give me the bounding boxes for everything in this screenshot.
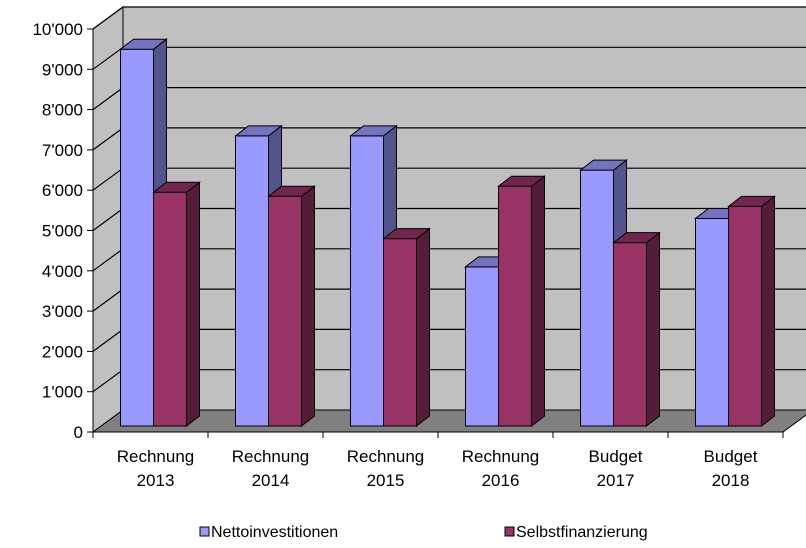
y-tick-label: 10'000 <box>32 20 83 39</box>
y-tick-label: 3'000 <box>42 302 83 321</box>
bar-top <box>152 181 201 193</box>
bar-selbstfinanzierung <box>152 181 201 428</box>
bar-front <box>695 217 729 427</box>
x-category-label: Rechnung 2013 <box>117 447 195 490</box>
bar-front <box>350 135 384 427</box>
x-category-label: Rechnung 2015 <box>347 447 425 490</box>
bar-front <box>728 205 762 427</box>
gridline <box>92 6 806 30</box>
bar-side <box>761 195 775 428</box>
y-tick-label: 5'000 <box>42 222 83 241</box>
y-tick-label: 6'000 <box>42 181 83 200</box>
bar-front <box>498 185 532 427</box>
bar-top <box>119 38 168 50</box>
bar-selbstfinanzierung <box>612 231 661 428</box>
legend: Nettoinvestitionen Selbstfinanzierung <box>199 524 648 541</box>
axes <box>87 28 784 438</box>
legend-swatch <box>504 526 515 537</box>
bar-front <box>235 135 269 427</box>
bar-selbstfinanzierung <box>382 227 431 428</box>
bar-top <box>727 195 776 207</box>
bar-front <box>120 48 154 427</box>
x-category-label: Rechnung 2014 <box>232 447 310 490</box>
bar-front <box>383 238 417 427</box>
y-axis-tick-labels: 0 1'000 2'000 3'000 4'000 5'000 6'000 7'000 8'00… <box>32 20 83 442</box>
bar-front <box>613 242 647 427</box>
legend-item-nettoinvestitionen: Nettoinvestitionen <box>199 524 338 541</box>
bar-side <box>531 175 545 428</box>
bar-side <box>646 231 660 428</box>
bar-top <box>579 159 628 171</box>
bar-top <box>382 228 431 240</box>
y-tick-label: 2'000 <box>42 342 83 361</box>
bar-top <box>267 185 316 197</box>
bar-side <box>301 185 315 428</box>
bar-front <box>580 169 614 427</box>
x-axis-category-labels: Rechnung 2013 Rechnung 2014 Rechnung 2015 Rech… <box>117 447 758 490</box>
bar-top <box>349 125 398 137</box>
bar-top <box>612 232 661 244</box>
x-category-label: Budget 2017 <box>589 447 643 490</box>
bar-top <box>234 125 283 137</box>
y-tick-label: 7'000 <box>42 141 83 160</box>
y-tick-label: 1'000 <box>42 383 83 402</box>
y-tick-label: 8'000 <box>42 101 83 120</box>
bar-top <box>497 175 546 187</box>
y-tick-label: 9'000 <box>42 60 83 79</box>
bar-nettoinvestitionen <box>119 38 168 428</box>
bar-selbstfinanzierung <box>727 195 776 428</box>
bar-selbstfinanzierung <box>267 185 316 428</box>
legend-item-selbstfinanzierung: Selbstfinanzierung <box>504 524 648 541</box>
x-category-label: Budget 2018 <box>704 447 758 490</box>
legend-swatch <box>199 526 210 537</box>
y-tick-label: 0 <box>74 423 83 442</box>
bar-selbstfinanzierung <box>497 175 546 428</box>
legend-label: Nettoinvestitionen <box>211 524 338 541</box>
bar-side <box>416 227 430 428</box>
x-category-label: Rechnung 2016 <box>462 447 540 490</box>
bars <box>119 38 776 428</box>
bar-side <box>186 181 200 428</box>
bar-front <box>268 195 302 427</box>
y-tick-label: 4'000 <box>42 262 83 281</box>
legend-label: Selbstfinanzierung <box>516 524 648 541</box>
bar-front <box>465 266 499 427</box>
bar-front <box>153 191 187 427</box>
